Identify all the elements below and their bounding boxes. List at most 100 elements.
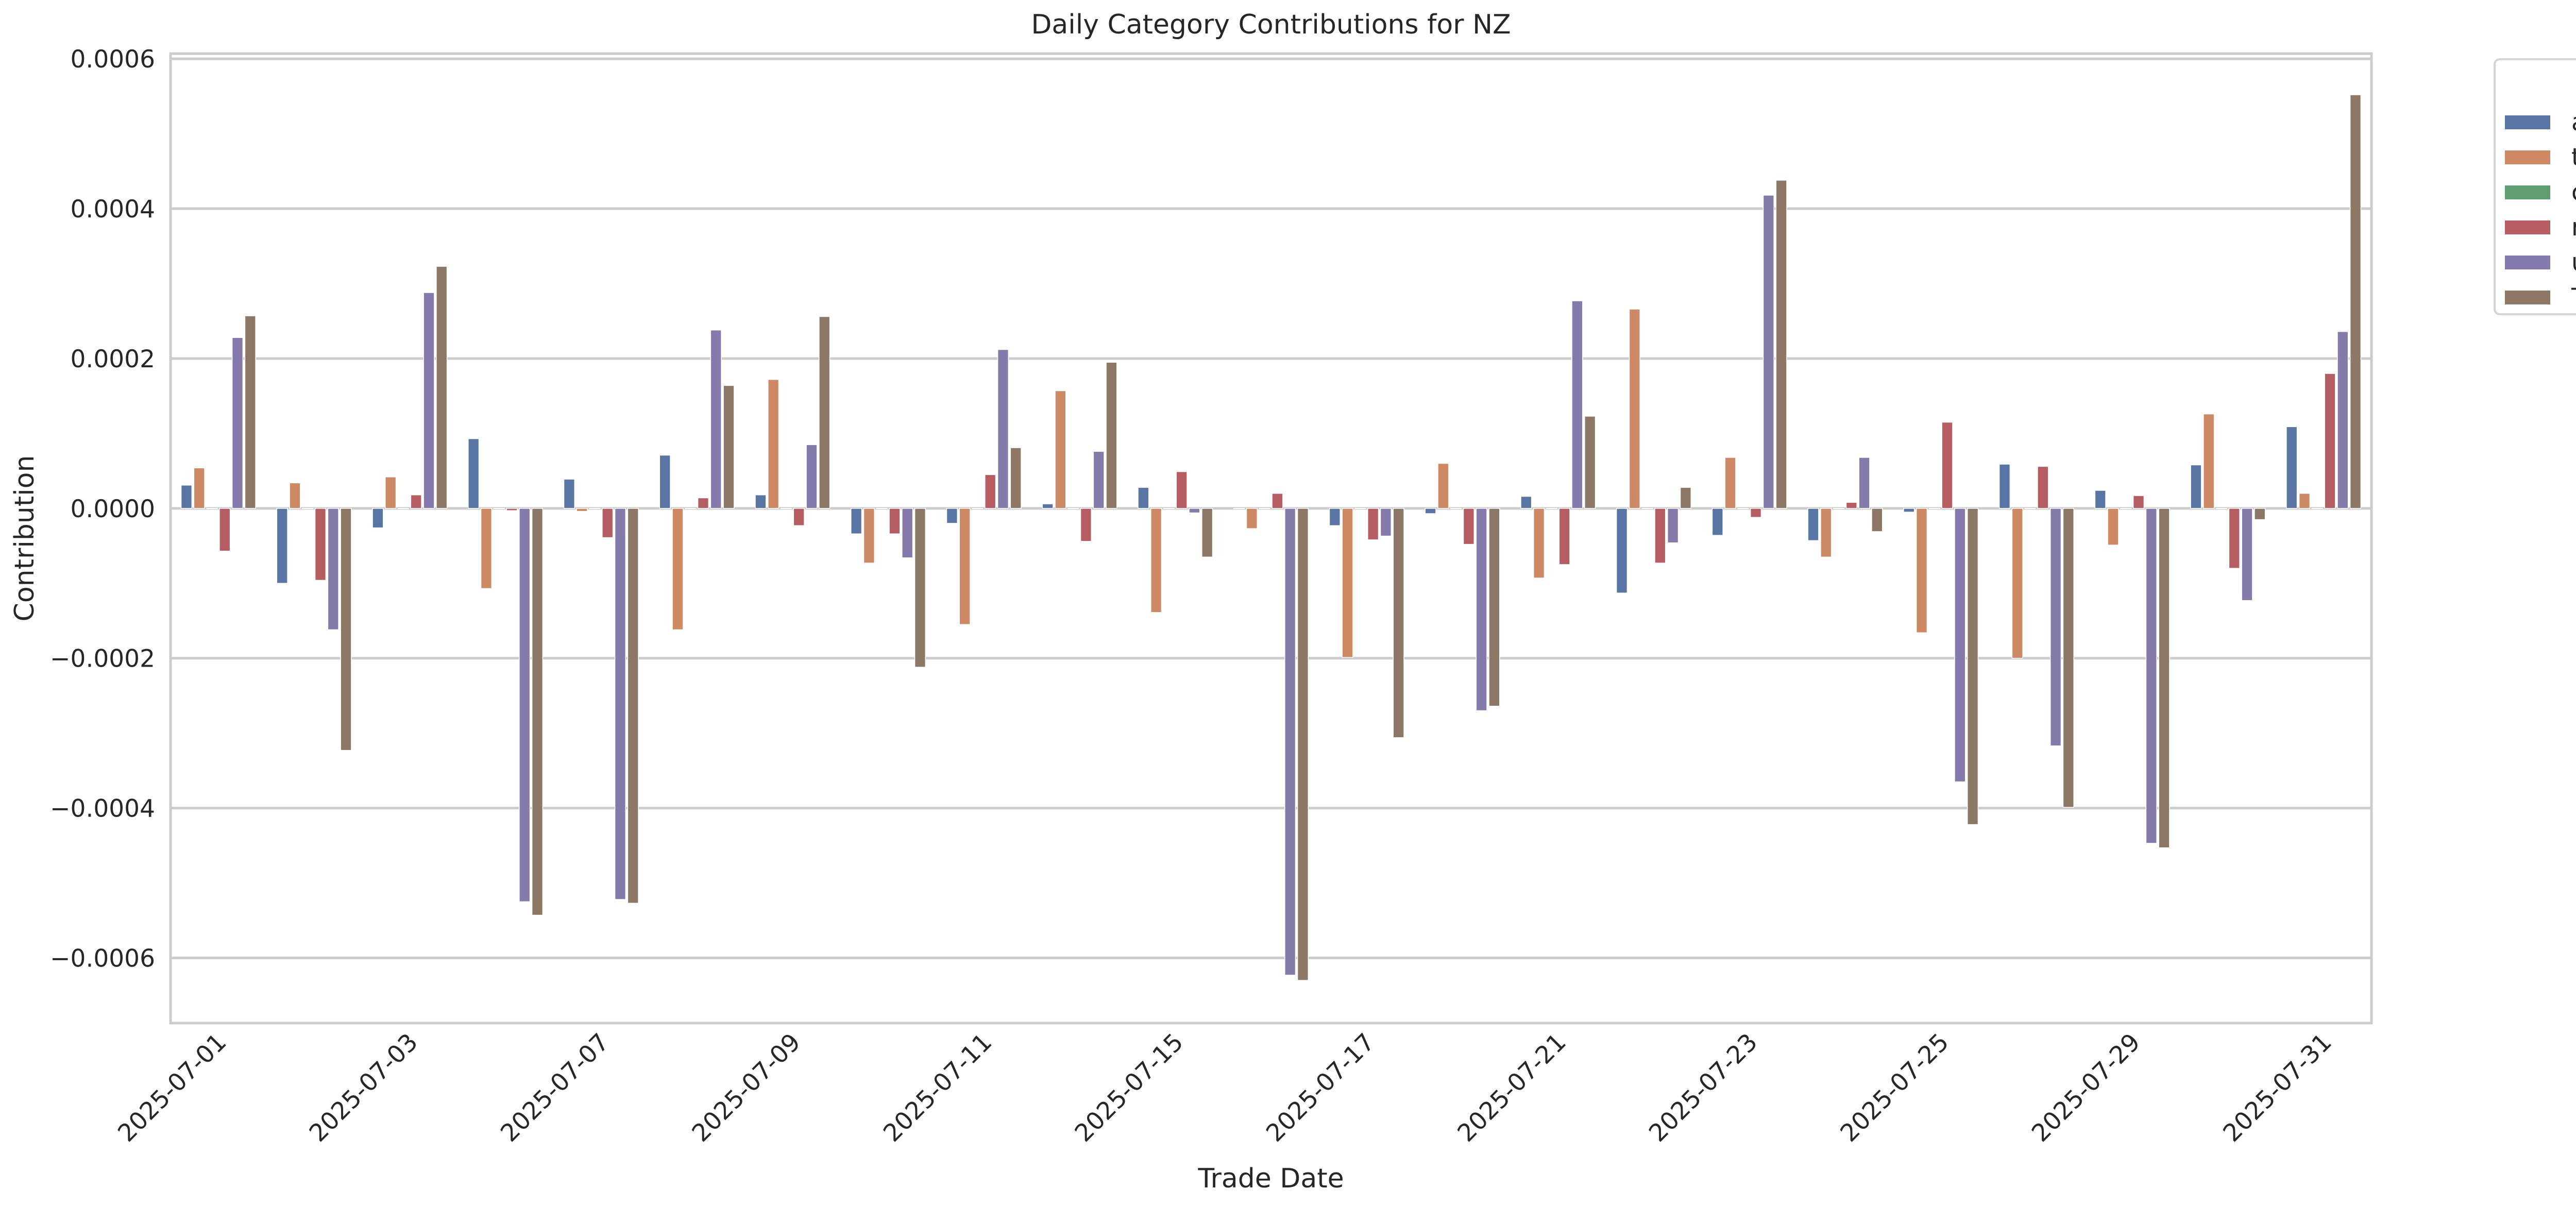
- x-tick-label: 2025-07-11: [878, 1028, 997, 1148]
- x-tick-label: 2025-07-29: [2026, 1028, 2146, 1148]
- bar-tilt-total-2025-07-31: [2298, 492, 2311, 509]
- bar-alpha-total-2025-07-18: [1425, 508, 1436, 514]
- bar-tilt-total-2025-07-09: [768, 379, 779, 509]
- bar-cost-2025-07-28: [2024, 508, 2036, 509]
- bar-alpha-total-2025-07-23: [1711, 508, 1723, 536]
- bar-total-2025-07-01: [244, 315, 256, 509]
- y-tick-label: 0.0004: [71, 195, 155, 224]
- x-tick-label: 2025-07-01: [112, 1028, 232, 1148]
- bar-risk-exposure-2025-07-22: [1654, 508, 1666, 564]
- legend-items: alpha_total tilt_totalcost risk_exposureun…: [2505, 108, 2576, 312]
- legend-item-total: Total: [2505, 283, 2576, 312]
- bar-tilt-total-2025-07-02: [289, 482, 301, 509]
- bar-alpha-total-2025-07-09: [755, 494, 767, 509]
- bar-unexplained-2025-07-11: [997, 349, 1009, 509]
- x-tick-label: 2025-07-23: [1643, 1028, 1763, 1148]
- bar-total-2025-07-21: [1584, 416, 1596, 509]
- bar-total-2025-07-17: [1393, 508, 1404, 738]
- bar-tilt-total-2025-07-24: [1820, 508, 1832, 558]
- bar-risk-exposure-2025-07-28: [2037, 466, 2049, 509]
- bar-risk-exposure-2025-07-24: [1845, 502, 1857, 509]
- bar-unexplained-2025-07-25: [1954, 508, 1966, 783]
- bar-risk-exposure-2025-07-31: [2324, 373, 2336, 509]
- bar-unexplained-2025-07-18: [1476, 508, 1487, 711]
- bar-total-2025-07-03: [436, 266, 448, 509]
- bar-cost-2025-07-08: [685, 508, 697, 509]
- bar-cost-2025-07-30: [2215, 508, 2228, 509]
- bar-alpha-total-2025-07-02: [276, 508, 288, 584]
- bars: [180, 94, 2362, 981]
- y-tick-label: −0.0004: [50, 795, 155, 823]
- bar-unexplained-2025-07-01: [231, 337, 244, 509]
- bar-total-2025-07-28: [2062, 508, 2074, 808]
- bar-total-2025-07-29: [2158, 508, 2170, 848]
- y-tick-label: 0.0006: [71, 45, 155, 74]
- bar-unexplained-2025-07-31: [2337, 331, 2349, 509]
- bar-tilt-total-2025-07-22: [1629, 309, 1640, 509]
- y-axis-label: Contribution: [9, 455, 40, 622]
- legend-swatch: [2505, 185, 2550, 199]
- bar-tilt-total-2025-07-14: [1055, 390, 1066, 509]
- bar-risk-exposure-2025-07-02: [314, 508, 327, 581]
- bar-unexplained-2025-07-15: [1189, 508, 1200, 514]
- bar-alpha-total-2025-07-01: [180, 484, 193, 509]
- bar-risk-exposure-2025-07-14: [1080, 508, 1092, 542]
- bar-alpha-total-2025-07-15: [1138, 487, 1149, 509]
- bar-cost-2025-07-14: [1067, 508, 1079, 509]
- bar-cost-2025-07-04: [493, 508, 505, 509]
- legend: Category alpha_totaltilt_totalcostrisk_e…: [2494, 58, 2576, 315]
- bar-tilt-total-2025-07-30: [2203, 413, 2215, 509]
- legend-item-alpha-total: alpha_total: [2505, 108, 2576, 137]
- legend-item-tilt-total: tilt_total: [2505, 143, 2576, 172]
- x-tick-label: 2025-07-17: [1261, 1028, 1380, 1148]
- bar-alpha-total-2025-07-24: [1807, 508, 1819, 541]
- legend-item-risk-exposure: risk_exposure: [2505, 213, 2576, 242]
- bar-alpha-total-2025-07-21: [1520, 496, 1532, 509]
- bar-unexplained-2025-07-16: [1284, 508, 1296, 976]
- bar-risk-exposure-2025-07-23: [1750, 508, 1762, 518]
- bar-unexplained-2025-07-07: [614, 508, 626, 900]
- bar-cost-2025-07-23: [1737, 508, 1749, 509]
- bar-tilt-total-2025-07-07: [576, 508, 588, 512]
- bar-total-2025-07-15: [1201, 508, 1213, 558]
- bar-unexplained-2025-07-03: [423, 292, 435, 509]
- bar-risk-exposure-2025-07-15: [1176, 471, 1188, 509]
- bar-total-2025-07-23: [1775, 180, 1787, 509]
- bar-unexplained-2025-07-04: [519, 508, 531, 903]
- bar-alpha-total-2025-07-28: [1998, 464, 2011, 509]
- bar-tilt-total-2025-07-29: [2107, 508, 2119, 546]
- bar-total-2025-07-14: [1106, 362, 1117, 509]
- bar-unexplained-2025-07-23: [1762, 195, 1774, 509]
- bar-cost-2025-07-10: [876, 508, 888, 509]
- bar-unexplained-2025-07-22: [1667, 508, 1679, 543]
- x-tick-label: 2025-07-31: [2218, 1028, 2337, 1148]
- bar-cost-2025-07-18: [1450, 508, 1462, 509]
- bar-cost-2025-07-02: [302, 508, 314, 509]
- bar-alpha-total-2025-07-08: [659, 454, 671, 509]
- bar-alpha-total-2025-07-04: [468, 438, 480, 509]
- bar-cost-2025-07-09: [780, 508, 792, 509]
- bar-cost-2025-07-16: [1259, 508, 1270, 509]
- bar-cost-2025-07-29: [2120, 508, 2132, 509]
- legend-swatch: [2505, 220, 2550, 234]
- bar-tilt-total-2025-07-18: [1437, 463, 1449, 509]
- bar-alpha-total-2025-07-22: [1616, 508, 1628, 593]
- bar-alpha-total-2025-07-30: [2190, 464, 2202, 509]
- legend-label: risk_exposure: [2571, 213, 2576, 242]
- bar-total-2025-07-04: [531, 508, 544, 916]
- y-tick-label: 0.0000: [71, 495, 155, 523]
- bar-total-2025-07-30: [2254, 508, 2266, 520]
- legend-swatch: [2505, 115, 2550, 129]
- legend-label: Total: [2571, 283, 2576, 312]
- bar-alpha-total-2025-07-25: [1903, 508, 1915, 513]
- bar-total-2025-07-09: [819, 316, 831, 509]
- bar-cost-2025-07-03: [397, 508, 410, 509]
- bar-unexplained-2025-07-21: [1571, 300, 1583, 509]
- bar-tilt-total-2025-07-25: [1916, 508, 1928, 634]
- bar-unexplained-2025-07-28: [2049, 508, 2062, 746]
- bar-total-2025-07-08: [723, 385, 735, 509]
- bar-cost-2025-07-22: [1641, 508, 1653, 509]
- bar-alpha-total-2025-07-31: [2286, 426, 2298, 509]
- bar-alpha-total-2025-07-07: [563, 479, 575, 509]
